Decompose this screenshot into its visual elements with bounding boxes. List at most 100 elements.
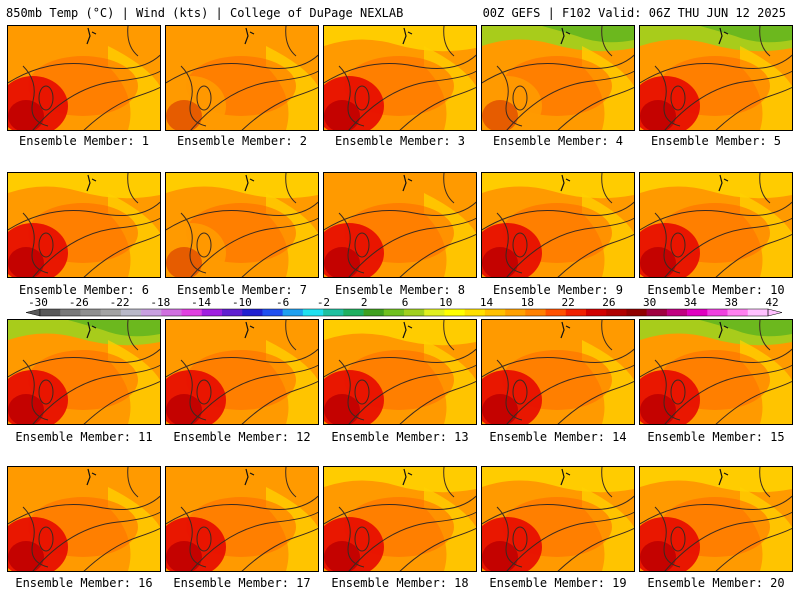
colorbar-segment [201, 309, 223, 316]
ensemble-member-map [639, 25, 793, 131]
colorbar-tick-label: -26 [69, 296, 89, 309]
colorbar-tick-label: 22 [561, 296, 574, 309]
ensemble-member-label: Ensemble Member: 17 [173, 576, 311, 590]
colorbar-tick-label: -2 [317, 296, 330, 309]
colorbar-tick-label: -14 [191, 296, 211, 309]
ensemble-member-label: Ensemble Member: 15 [647, 430, 785, 444]
ensemble-member-label: Ensemble Member: 8 [334, 283, 466, 297]
ensemble-member-map [165, 25, 319, 131]
ensemble-member-map [165, 319, 319, 425]
colorbar-segment [586, 309, 607, 316]
colorbar-tick-label: 34 [684, 296, 698, 309]
ensemble-member-label: Ensemble Member: 19 [489, 576, 627, 590]
ensemble-member-label: Ensemble Member: 20 [647, 576, 785, 590]
colorbar-segment [687, 309, 708, 316]
colorbar-segment [404, 309, 425, 316]
temperature-field-map [8, 26, 160, 130]
ensemble-member-label: Ensemble Member: 7 [176, 283, 308, 297]
ensemble-member-map [7, 319, 161, 425]
colorbar-segment [222, 309, 243, 316]
ensemble-member-label: Ensemble Member: 13 [331, 430, 469, 444]
colorbar-segment [80, 309, 101, 316]
colorbar-segment [424, 309, 445, 316]
ensemble-member-map [481, 172, 635, 278]
colorbar-segment [323, 309, 344, 316]
colorbar-segment [626, 309, 647, 316]
ensemble-member-map [323, 466, 477, 572]
ensemble-member-map [165, 172, 319, 278]
temperature-field-map [8, 320, 160, 424]
temperature-field-map [482, 173, 634, 277]
ensemble-member-label: Ensemble Member: 2 [176, 134, 308, 148]
ensemble-member-label: Ensemble Member: 12 [173, 430, 311, 444]
ensemble-member-label: Ensemble Member: 18 [331, 576, 469, 590]
ensemble-member-label: Ensemble Member: 9 [492, 283, 624, 297]
colorbar-segment [444, 309, 465, 316]
temperature-field-map [482, 467, 634, 571]
colorbar-segment [60, 309, 81, 316]
temperature-field-map [324, 320, 476, 424]
colorbar-tick-label: 38 [725, 296, 738, 309]
colorbar-tick-label: 42 [765, 296, 778, 309]
temperature-field-map [166, 467, 318, 571]
colorbar-tick-label: -22 [110, 296, 130, 309]
colorbar-tick-label: -18 [150, 296, 170, 309]
ensemble-member-label: Ensemble Member: 11 [15, 430, 153, 444]
ensemble-member-label: Ensemble Member: 6 [18, 283, 150, 297]
colorbar-segment [525, 309, 546, 316]
temperature-field-map [640, 320, 792, 424]
colorbar-graphic: -30 -26 -22 -18 -14 -10 -6 -2 2 6 10 14 18 22 26 30 34 38… [25, 296, 783, 317]
colorbar-segment [181, 309, 203, 316]
temperature-field-map [166, 320, 318, 424]
ensemble-member-map [7, 172, 161, 278]
ensemble-member-map [481, 25, 635, 131]
temperature-colorbar: -30 -26 -22 -18 -14 -10 -6 -2 2 6 10 14 18 22 26 30 34 38… [8, 296, 788, 320]
temperature-field-map [324, 173, 476, 277]
colorbar-segment [464, 309, 486, 316]
colorbar-segment [282, 309, 304, 316]
colorbar-segment [343, 309, 364, 316]
colorbar-tick-label: 30 [643, 296, 656, 309]
temperature-field-map [324, 26, 476, 130]
temperature-field-map [8, 173, 160, 277]
temperature-field-map [640, 467, 792, 571]
run-valid-time: 00Z GEFS | F102 Valid: 06Z THU JUN 12 20… [482, 6, 786, 20]
map-title: 850mb Temp (°C) | Wind (kts) | College o… [6, 6, 404, 20]
ensemble-member-map [323, 172, 477, 278]
colorbar-segment [100, 309, 122, 316]
colorbar-segment [727, 309, 749, 316]
ensemble-member-label: Ensemble Member: 4 [492, 134, 624, 148]
colorbar-segment [606, 309, 627, 316]
temperature-field-map [324, 467, 476, 571]
temperature-field-map [640, 26, 792, 130]
colorbar-segment [302, 309, 324, 316]
colorbar-tick-label: -10 [232, 296, 252, 309]
colorbar-segment [747, 309, 769, 316]
ensemble-member-map [7, 466, 161, 572]
colorbar-tick-label: 2 [361, 296, 368, 309]
colorbar-min-arrow [25, 308, 41, 317]
ensemble-member-map [7, 25, 161, 131]
colorbar-max-arrow [767, 308, 783, 317]
temperature-field-map [8, 467, 160, 571]
temperature-field-map [166, 26, 318, 130]
colorbar-segment [545, 309, 567, 316]
ensemble-member-map [481, 466, 635, 572]
ensemble-member-map [323, 319, 477, 425]
ensemble-member-map [639, 319, 793, 425]
colorbar-segment [707, 309, 728, 316]
ensemble-member-label: Ensemble Member: 5 [650, 134, 782, 148]
temperature-field-map [482, 26, 634, 130]
colorbar-tick-label: -6 [276, 296, 289, 309]
ensemble-member-map [481, 319, 635, 425]
ensemble-member-map [323, 25, 477, 131]
colorbar-segment [484, 309, 506, 316]
colorbar-segment [40, 309, 61, 316]
colorbar-tick-label: 26 [602, 296, 615, 309]
colorbar-segment [242, 309, 263, 316]
temperature-field-map [482, 320, 634, 424]
ensemble-member-label: Ensemble Member: 14 [489, 430, 627, 444]
colorbar-tick-label: 6 [402, 296, 409, 309]
ensemble-member-label: Ensemble Member: 10 [647, 283, 785, 297]
colorbar-tick-label: 18 [521, 296, 534, 309]
